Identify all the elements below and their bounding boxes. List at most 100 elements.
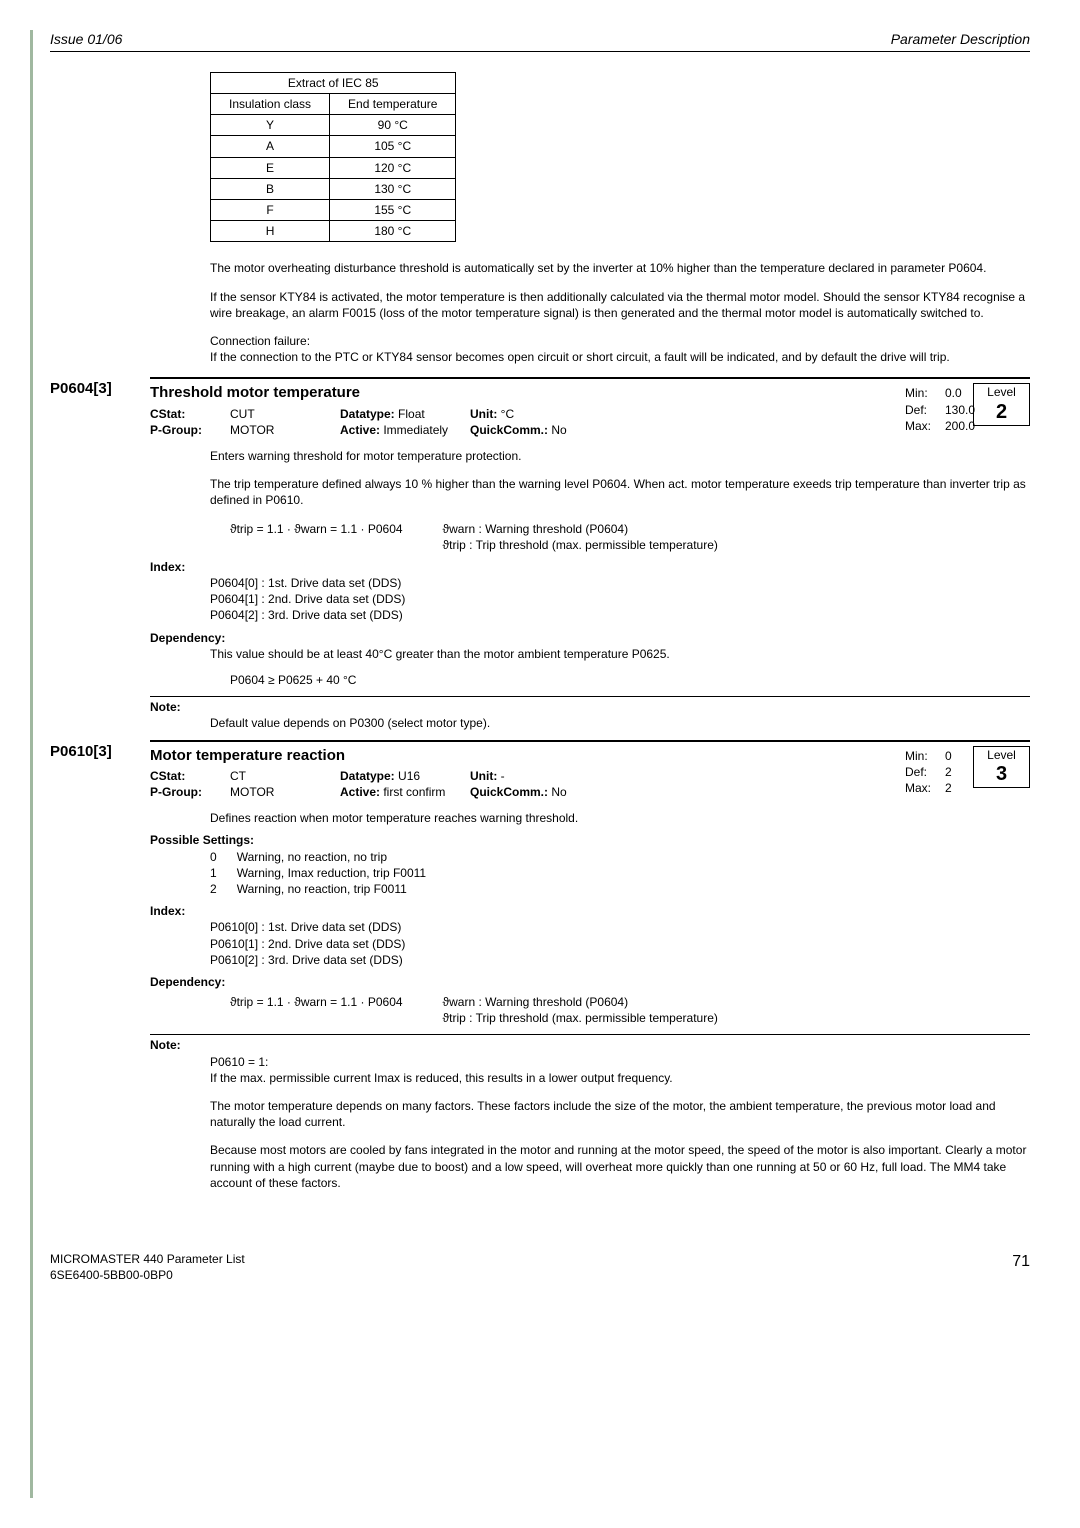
ps0-num: 0 [210,849,217,865]
active-label: Active: [340,423,380,437]
max-label: Max: [905,418,945,434]
iec-cell: 105 °C [330,136,456,157]
iec-cell: 155 °C [330,200,456,221]
page-header: Issue 01/06 Parameter Description [50,30,1030,52]
p0604-dep-formula: P0604 ≥ P0625 + 40 °C [230,672,1030,688]
iec-col2: End temperature [330,94,456,115]
footer-line2: 6SE6400-5BB00-0BP0 [50,1267,245,1283]
dependency-label: Dependency: [150,974,1030,990]
p0610-note2: If the max. permissible current Imax is … [210,1070,1030,1086]
dependency-label: Dependency: [150,630,1030,646]
unit-label: Unit: [470,769,497,783]
p0610-idx0: P0610[0] : 1st. Drive data set (DDS) [210,919,1030,935]
quickcomm-label: QuickComm.: [470,785,548,799]
param-title: Motor temperature reaction [150,746,895,766]
datatype-label: Datatype: [340,769,395,783]
iec-cell: F [211,200,330,221]
iec-table: Extract of IEC 85 Insulation class End t… [210,72,456,243]
ps2-text: Warning, no reaction, trip F0011 [237,881,407,897]
intro-p2: If the sensor KTY84 is activated, the mo… [210,289,1030,321]
formula-left: ϑtrip = 1.1 · ϑwarn = 1.1 · P0604 [230,994,403,1026]
formula-r1: ϑwarn : Warning threshold (P0604) [443,994,718,1010]
param-id: P0604[3] [50,377,150,399]
quickcomm-label: QuickComm.: [470,423,548,437]
min-label: Min: [905,748,945,764]
active-label: Active: [340,785,380,799]
footer-line1: MICROMASTER 440 Parameter List [50,1251,245,1267]
param-p0604: P0604[3] Threshold motor temperature CSt… [50,377,1030,438]
intro-p3a: Connection failure: [210,333,1030,349]
ps2-num: 2 [210,881,217,897]
side-accent-bar [30,30,33,1498]
datatype-label: Datatype: [340,407,395,421]
level-label: Level [974,747,1029,763]
level-value: 2 [974,401,1029,425]
min-label: Min: [905,385,945,401]
datatype-value: Float [395,407,425,421]
iec-cell: H [211,221,330,242]
p0604-dep-text: This value should be at least 40°C great… [210,646,1030,662]
note-label: Note: [150,1038,181,1052]
intro-p1: The motor overheating disturbance thresh… [210,260,1030,276]
formula-r2: ϑtrip : Trip threshold (max. permissible… [443,1010,718,1026]
header-right: Parameter Description [891,30,1030,49]
page-footer: MICROMASTER 440 Parameter List 6SE6400-5… [50,1251,1030,1283]
formula-r2: ϑtrip : Trip threshold (max. permissible… [443,537,718,553]
param-id: P0610[3] [50,740,150,762]
iec-caption: Extract of IEC 85 [211,72,456,93]
p0604-desc1: Enters warning threshold for motor tempe… [210,448,1030,464]
cstat-value: CUT [230,406,340,422]
iec-col1: Insulation class [211,94,330,115]
formula-r1: ϑwarn : Warning threshold (P0604) [443,521,718,537]
max-label: Max: [905,780,945,796]
p0604-desc2: The trip temperature defined always 10 %… [210,476,1030,508]
p0610-idx1: P0610[1] : 2nd. Drive data set (DDS) [210,936,1030,952]
pgroup-value: MOTOR [230,422,340,438]
cstat-value: CT [230,768,340,784]
level-value: 3 [974,763,1029,787]
p0610-formula: ϑtrip = 1.1 · ϑwarn = 1.1 · P0604 ϑwarn … [230,994,1030,1026]
p0610-desc1: Defines reaction when motor temperature … [210,810,1030,826]
quickcomm-value: No [548,785,567,799]
unit-value: °C [497,407,514,421]
index-label: Index: [150,903,1030,919]
iec-cell: 130 °C [330,178,456,199]
level-box: Level 3 [973,746,1030,788]
pgroup-label: P-Group: [150,785,202,799]
p0604-idx2: P0604[2] : 3rd. Drive data set (DDS) [210,607,1030,623]
p0610-note4: Because most motors are cooled by fans i… [210,1142,1030,1191]
p0610-note1: P0610 = 1: [210,1054,1030,1070]
quickcomm-value: No [548,423,567,437]
active-value: Immediately [380,423,448,437]
pgroup-label: P-Group: [150,423,202,437]
unit-value: - [497,769,504,783]
level-box: Level 2 [973,383,1030,425]
def-label: Def: [905,764,945,780]
iec-cell: Y [211,115,330,136]
page-number: 71 [1012,1251,1030,1283]
active-value: first confirm [380,785,445,799]
iec-cell: A [211,136,330,157]
p0610-note3: The motor temperature depends on many fa… [210,1098,1030,1130]
cstat-label: CStat: [150,769,185,783]
p0604-idx1: P0604[1] : 2nd. Drive data set (DDS) [210,591,1030,607]
iec-cell: 180 °C [330,221,456,242]
formula-left: ϑtrip = 1.1 · ϑwarn = 1.1 · P0604 [230,521,403,553]
iec-cell: 90 °C [330,115,456,136]
index-label: Index: [150,559,1030,575]
p0604-idx0: P0604[0] : 1st. Drive data set (DDS) [210,575,1030,591]
iec-cell: 120 °C [330,157,456,178]
ps1-num: 1 [210,865,217,881]
p0604-note-text: Default value depends on P0300 (select m… [210,715,1030,731]
ps1-text: Warning, Imax reduction, trip F0011 [237,865,426,881]
def-label: Def: [905,402,945,418]
pgroup-value: MOTOR [230,784,340,800]
unit-label: Unit: [470,407,497,421]
cstat-label: CStat: [150,407,185,421]
p0604-formula: ϑtrip = 1.1 · ϑwarn = 1.1 · P0604 ϑwarn … [230,521,1030,553]
iec-cell: E [211,157,330,178]
iec-cell: B [211,178,330,199]
p0610-idx2: P0610[2] : 3rd. Drive data set (DDS) [210,952,1030,968]
param-p0610: P0610[3] Motor temperature reaction CSta… [50,740,1030,801]
ps0-text: Warning, no reaction, no trip [237,849,387,865]
